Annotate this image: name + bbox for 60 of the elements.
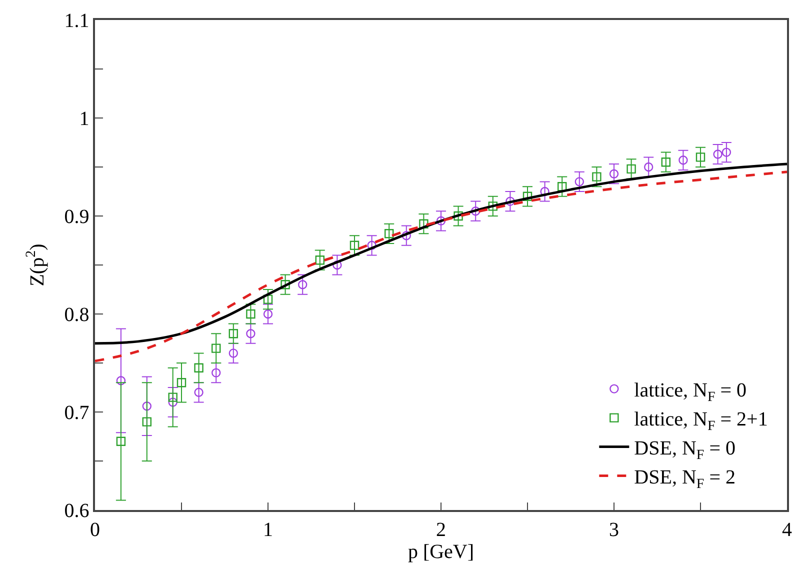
point xyxy=(722,148,732,157)
point xyxy=(419,219,428,228)
point xyxy=(246,329,256,338)
point xyxy=(506,196,515,206)
point xyxy=(626,164,636,174)
x-tick-label: 0 xyxy=(90,518,100,541)
y-tick-label: 0.7 xyxy=(64,402,90,424)
point xyxy=(116,376,126,386)
point xyxy=(436,216,446,226)
legend-label: lattice, N$_{F}$ = 0 xyxy=(634,380,747,405)
point xyxy=(246,309,256,319)
point xyxy=(194,363,204,372)
point xyxy=(194,388,204,397)
point xyxy=(454,211,463,221)
point xyxy=(142,417,152,426)
point xyxy=(471,206,480,216)
point xyxy=(332,260,342,270)
point xyxy=(228,329,238,338)
point xyxy=(713,150,722,159)
point xyxy=(558,182,567,192)
y-tick-label: 1 xyxy=(79,108,90,130)
point xyxy=(168,398,178,407)
x-tick-label: 4 xyxy=(782,518,792,541)
point xyxy=(402,231,411,240)
point xyxy=(168,392,178,402)
point xyxy=(298,280,308,290)
point xyxy=(488,202,498,211)
legend-label: DSE, N$_{F}$ = 2 xyxy=(634,466,736,492)
point xyxy=(540,186,550,196)
point xyxy=(315,256,324,265)
point xyxy=(212,344,221,353)
point xyxy=(212,368,221,378)
point xyxy=(350,240,360,250)
point xyxy=(116,436,126,446)
x-axis-title: p [GeV] xyxy=(408,540,474,563)
y-tick-label: 1.1 xyxy=(64,10,90,32)
legend-label: lattice, N$_{F}$ = 2+1 xyxy=(634,408,768,434)
point xyxy=(228,348,238,358)
point xyxy=(176,378,186,388)
point xyxy=(678,156,688,165)
point xyxy=(696,152,706,162)
point xyxy=(574,177,584,186)
point xyxy=(661,158,670,167)
x-tick-label: 1 xyxy=(263,518,273,541)
point xyxy=(142,402,152,411)
point xyxy=(384,229,394,238)
y-tick-label: 0.6 xyxy=(64,500,90,522)
point xyxy=(280,280,290,290)
point xyxy=(263,309,273,319)
y-tick-label: 0.8 xyxy=(64,304,90,326)
legend-label: DSE, N$_{F}$ = 0 xyxy=(634,438,736,463)
point xyxy=(263,294,273,304)
x-tick-label: 3 xyxy=(609,518,619,541)
x-tick-label: 2 xyxy=(436,518,446,541)
y-tick-label: 0.9 xyxy=(64,206,90,228)
point xyxy=(644,162,654,172)
point xyxy=(367,240,376,250)
point xyxy=(522,192,532,201)
point xyxy=(609,169,619,178)
point xyxy=(592,172,602,182)
